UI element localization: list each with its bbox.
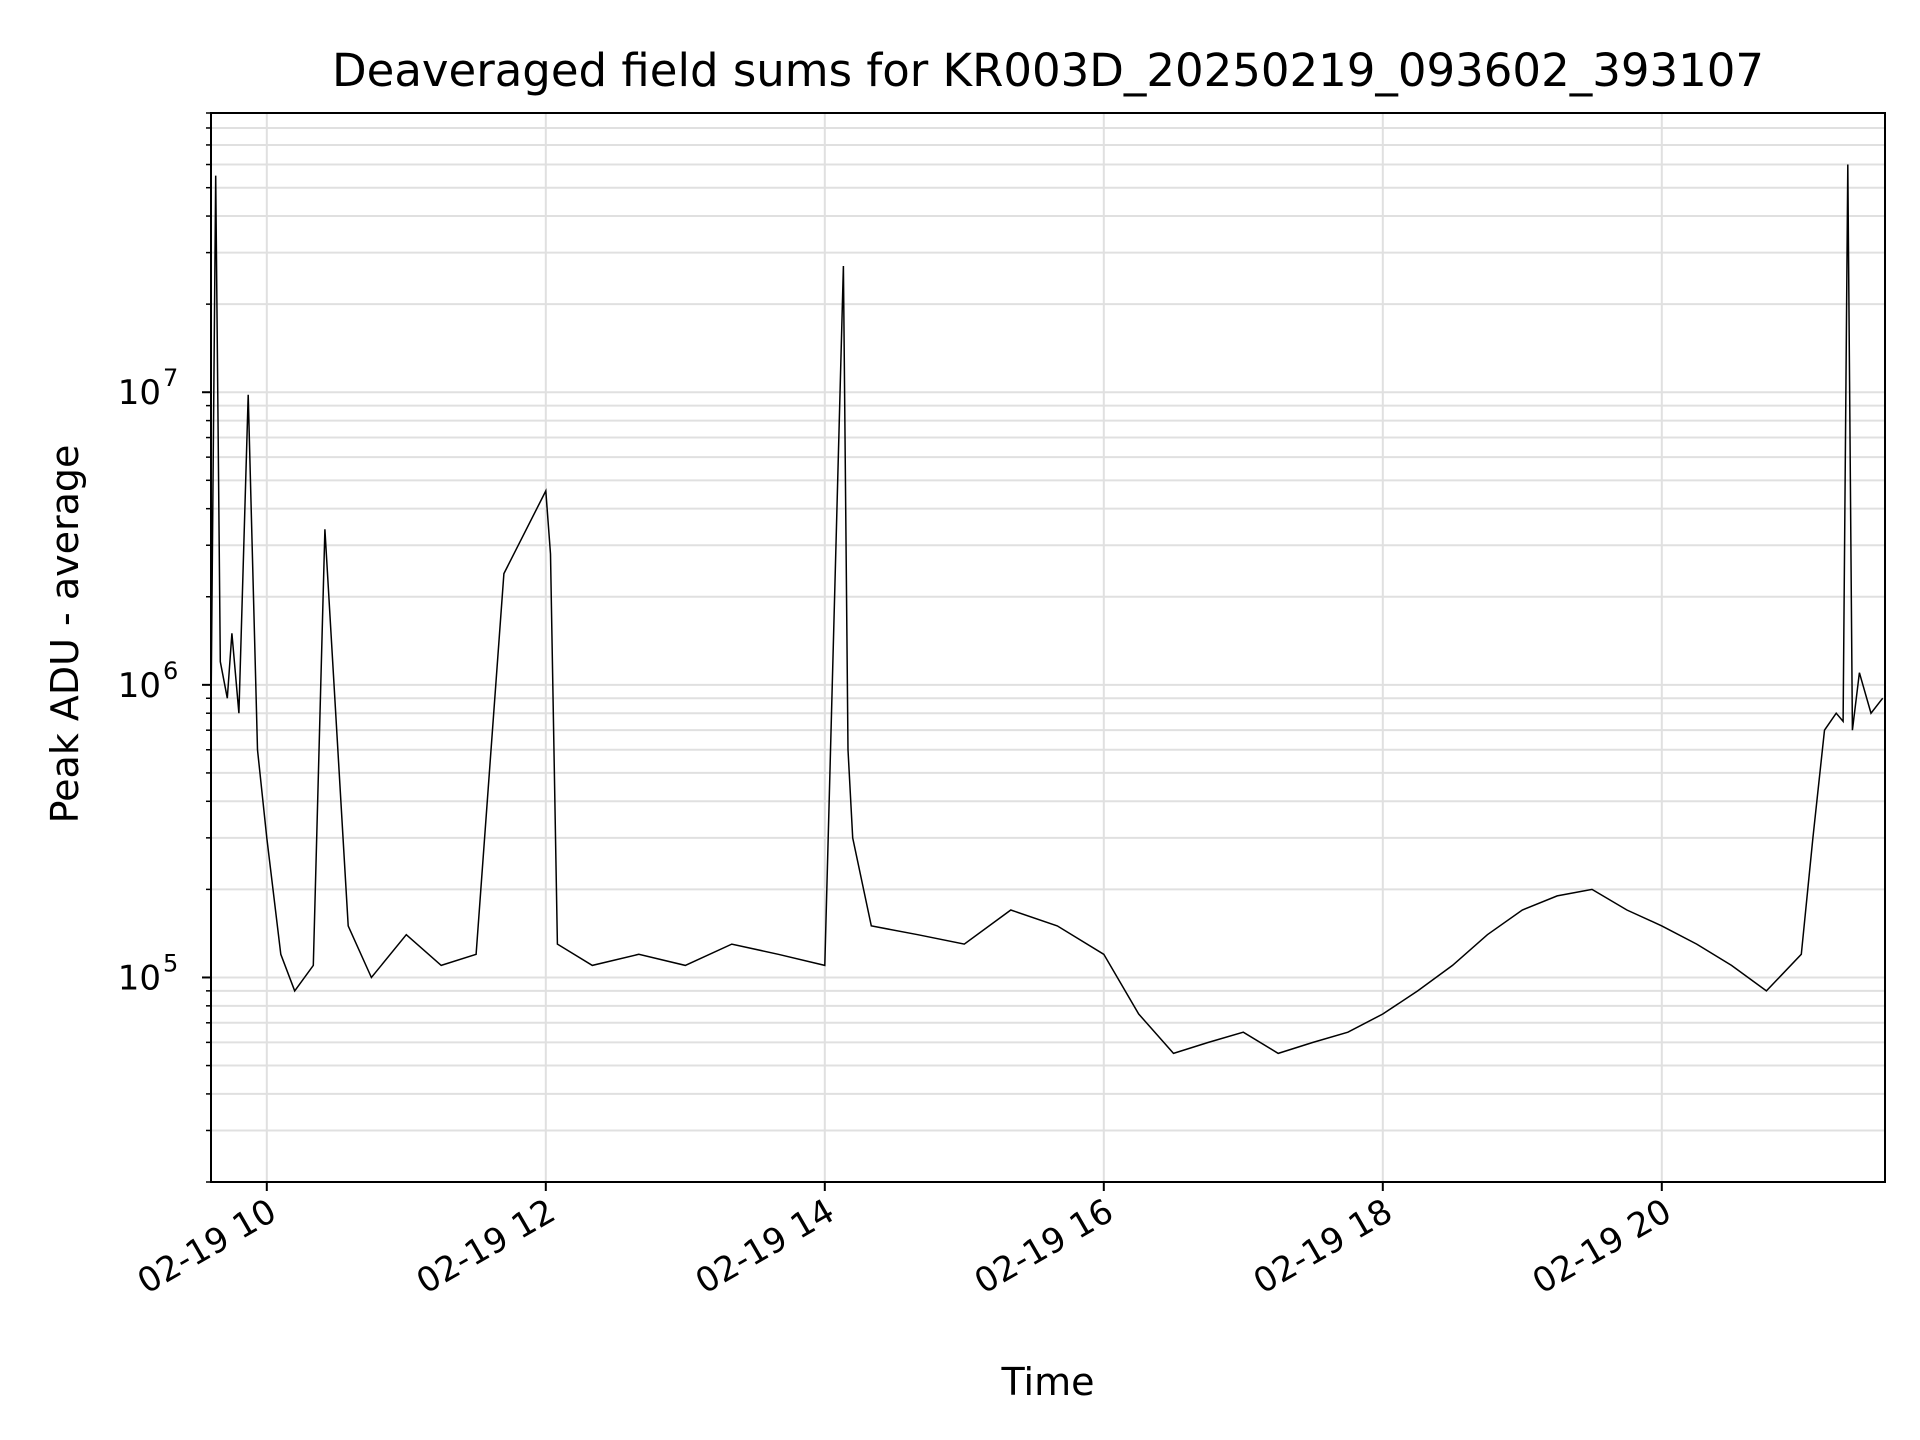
y-tick-label: 10	[118, 958, 161, 998]
series-group	[210, 164, 1884, 1055]
series-line	[210, 164, 1884, 1055]
y-tick-exponent: 6	[163, 657, 178, 685]
major-gridlines	[211, 113, 1885, 1182]
x-axis-label: Time	[1001, 1360, 1095, 1404]
y-tick-label: 10	[118, 666, 161, 706]
chart-title: Deaveraged field sums for KR003D_2025021…	[332, 44, 1764, 97]
y-axis-label: Peak ADU - average	[43, 445, 87, 824]
plot-frame	[210, 112, 1886, 1183]
y-tick-exponent: 5	[163, 949, 178, 977]
minor-gridlines	[211, 112, 1885, 1183]
y-tick-exponent: 7	[163, 364, 178, 392]
y-tick-label: 10	[118, 373, 161, 413]
